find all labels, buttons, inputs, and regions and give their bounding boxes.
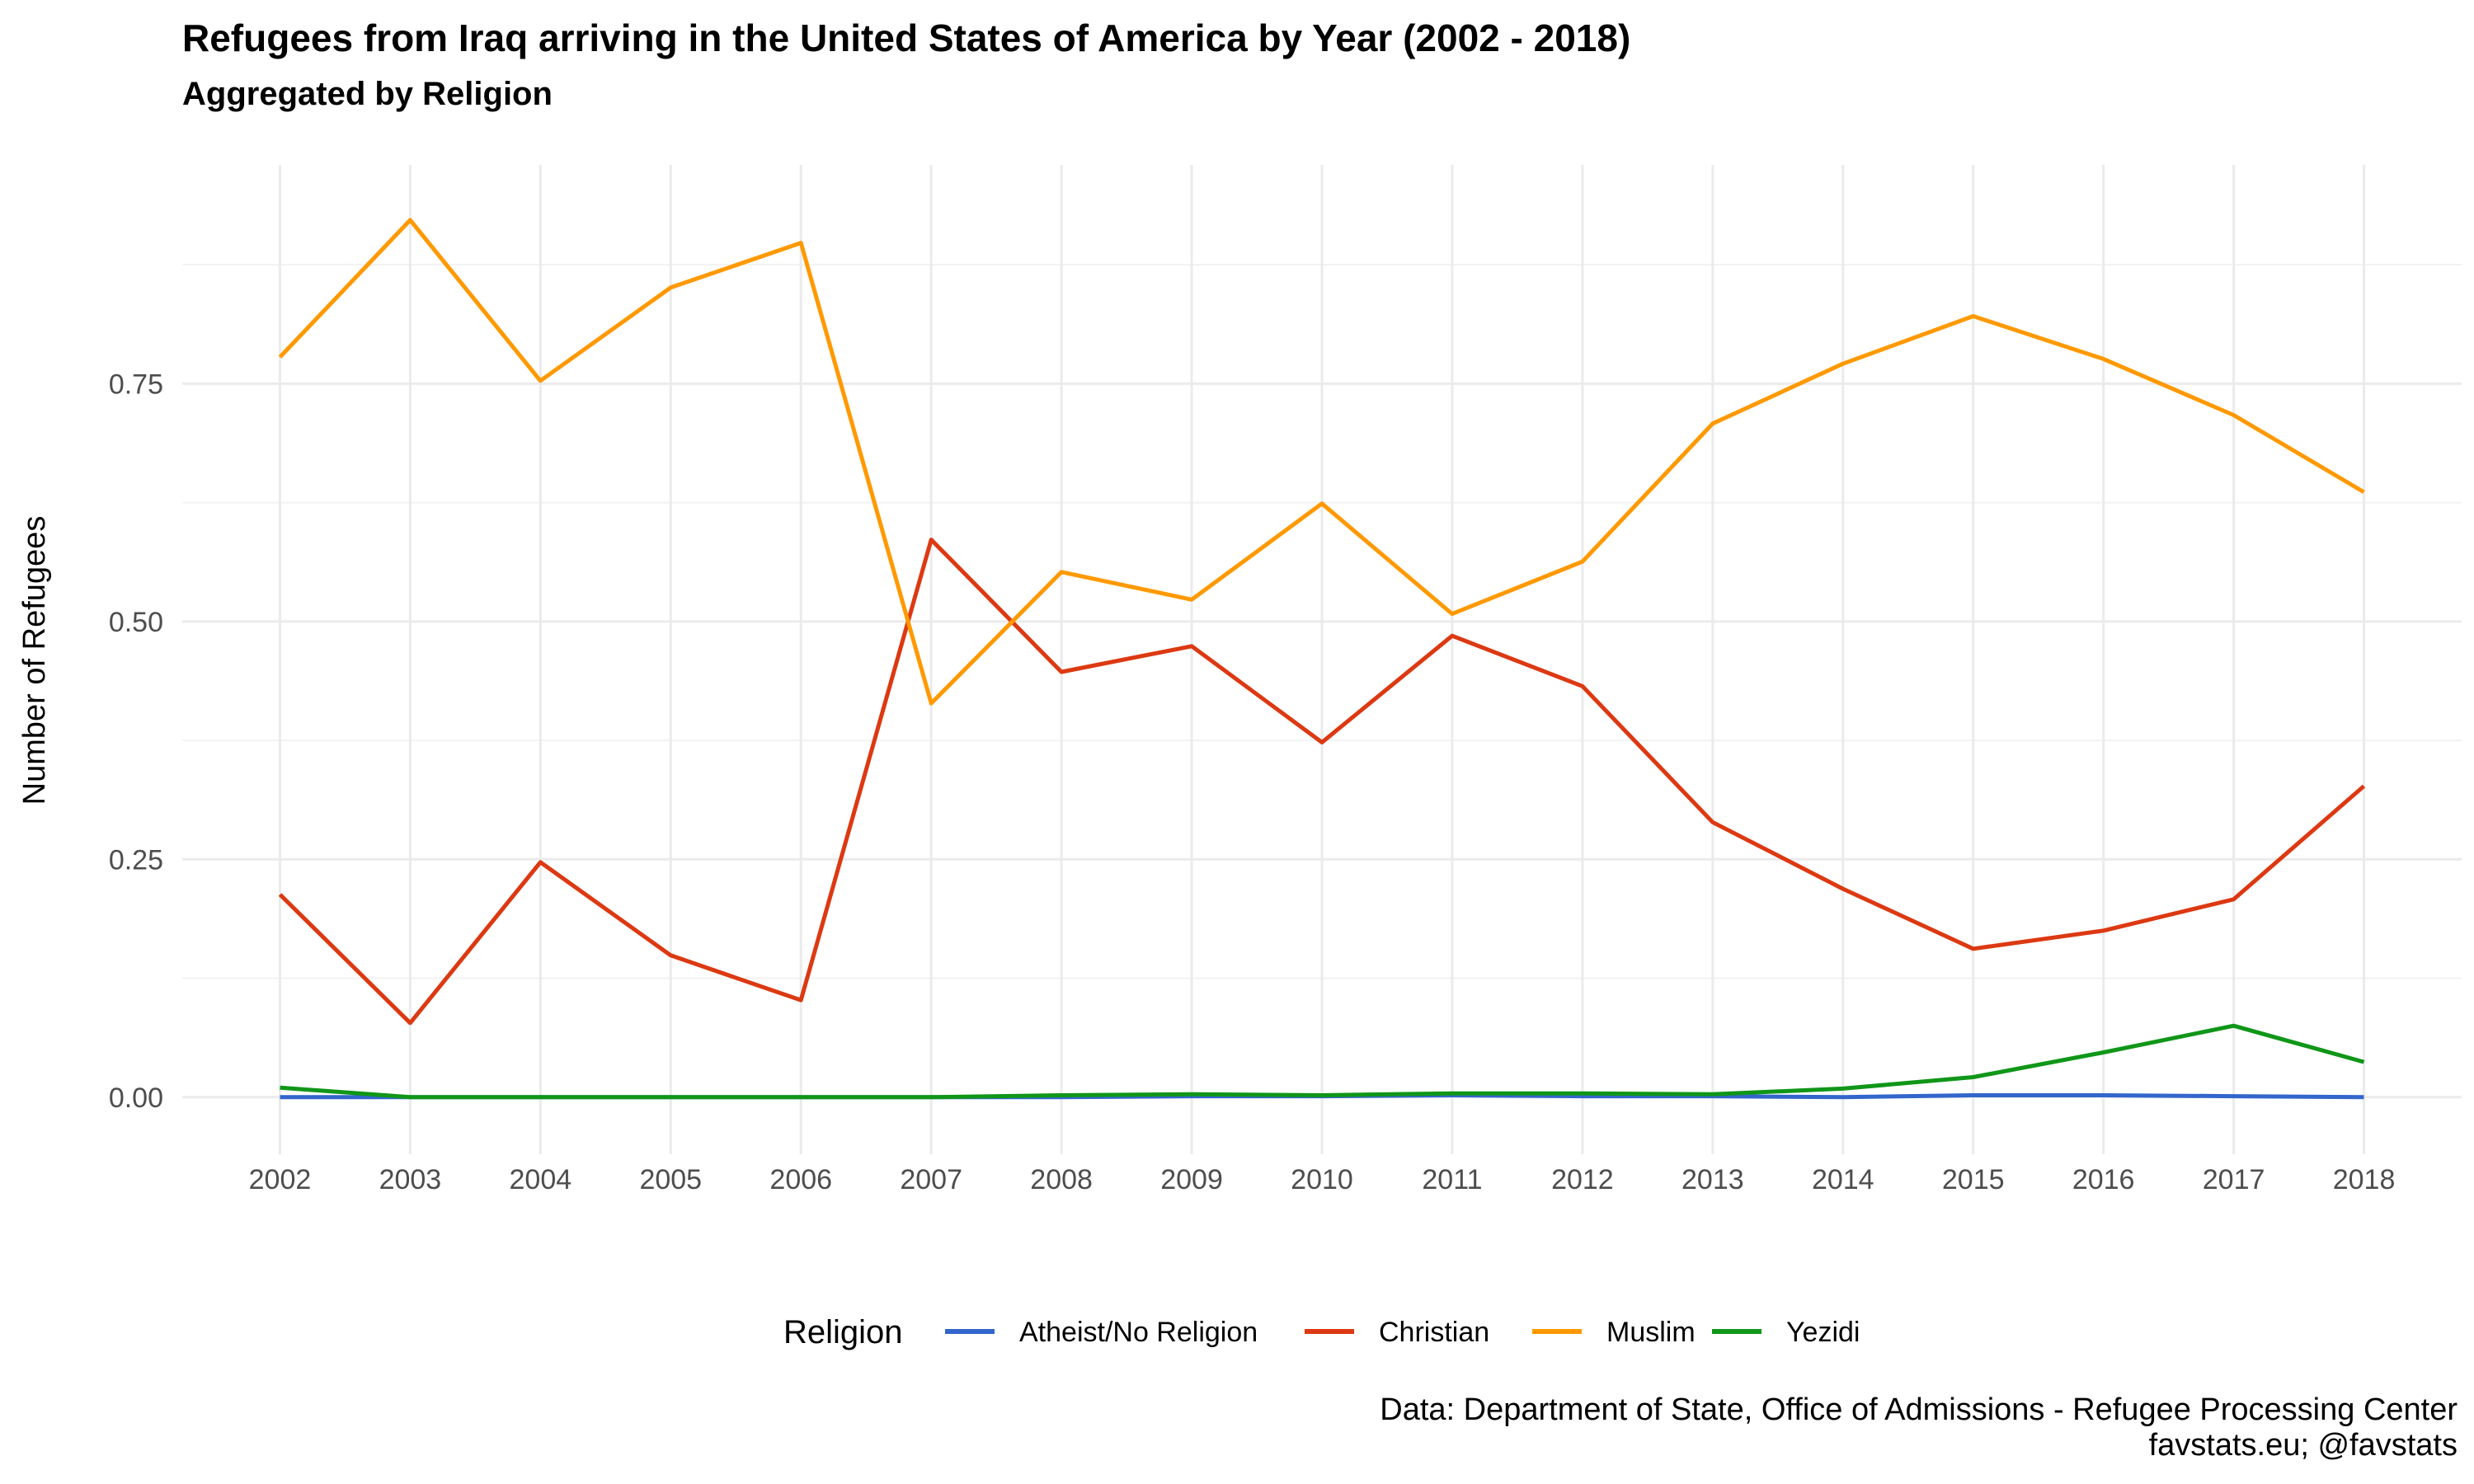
x-tick-label: 2012 xyxy=(1551,1164,1614,1195)
legend-label-yezidi: Yezidi xyxy=(1786,1317,1860,1348)
y-axis-tick-labels: 0.00 0.25 0.50 0.75 xyxy=(109,369,163,1113)
x-tick-label: 2004 xyxy=(510,1164,572,1195)
x-tick-label: 2017 xyxy=(2203,1164,2265,1195)
legend-label-christian: Christian xyxy=(1379,1317,1489,1348)
legend: Religion Atheist/No Religion Christian Mus… xyxy=(783,1314,1860,1350)
legend-label-muslim: Muslim xyxy=(1606,1317,1696,1348)
series-line-yezidi xyxy=(280,1023,2365,1100)
x-tick-label: 2018 xyxy=(2333,1164,2396,1195)
y-tick-label: 0.50 xyxy=(109,607,163,638)
caption-line: favstats.eu; @favstats xyxy=(2149,1428,2458,1463)
x-tick-label: 2009 xyxy=(1160,1164,1223,1195)
x-tick-label: 2006 xyxy=(769,1164,832,1195)
legend-items: Atheist/No Religion Christian Muslim Yezidi xyxy=(945,1317,1860,1348)
x-tick-label: 2005 xyxy=(639,1164,702,1195)
x-tick-label: 2016 xyxy=(2072,1164,2135,1195)
y-tick-label: 0.75 xyxy=(109,369,163,400)
legend-label-atheist-no-religion: Atheist/No Religion xyxy=(1019,1317,1258,1348)
x-tick-label: 2011 xyxy=(1422,1164,1482,1195)
major-gridlines xyxy=(182,165,2462,1154)
series-line-christian xyxy=(278,538,2366,1026)
series-line-muslim xyxy=(278,218,2365,706)
x-tick-label: 2014 xyxy=(1812,1164,1874,1195)
x-tick-label: 2003 xyxy=(379,1164,442,1195)
y-tick-label: 0.00 xyxy=(109,1082,163,1114)
x-axis-tick-labels: 2002 2003 2004 2005 2006 2007 2008 2009 2010 2011… xyxy=(249,1164,2396,1195)
x-tick-label: 2007 xyxy=(900,1164,962,1195)
legend-title: Religion xyxy=(783,1314,903,1350)
x-tick-label: 2008 xyxy=(1030,1164,1093,1195)
caption-line: Data: Department of State, Office of Adm… xyxy=(1380,1392,2458,1427)
x-tick-label: 2010 xyxy=(1291,1164,1353,1195)
y-axis-title: Number of Refugees xyxy=(17,516,52,805)
chart-subtitle: Aggregated by Religion xyxy=(182,76,553,112)
y-tick-label: 0.25 xyxy=(109,844,163,876)
x-tick-label: 2002 xyxy=(249,1164,312,1195)
caption: Data: Department of State, Office of Adm… xyxy=(1380,1392,2458,1463)
x-tick-label: 2015 xyxy=(1942,1164,2005,1195)
x-tick-label: 2013 xyxy=(1681,1164,1744,1195)
series-lines xyxy=(278,218,2366,1100)
chart-title: Refugees from Iraq arriving in the Unite… xyxy=(182,16,1630,59)
